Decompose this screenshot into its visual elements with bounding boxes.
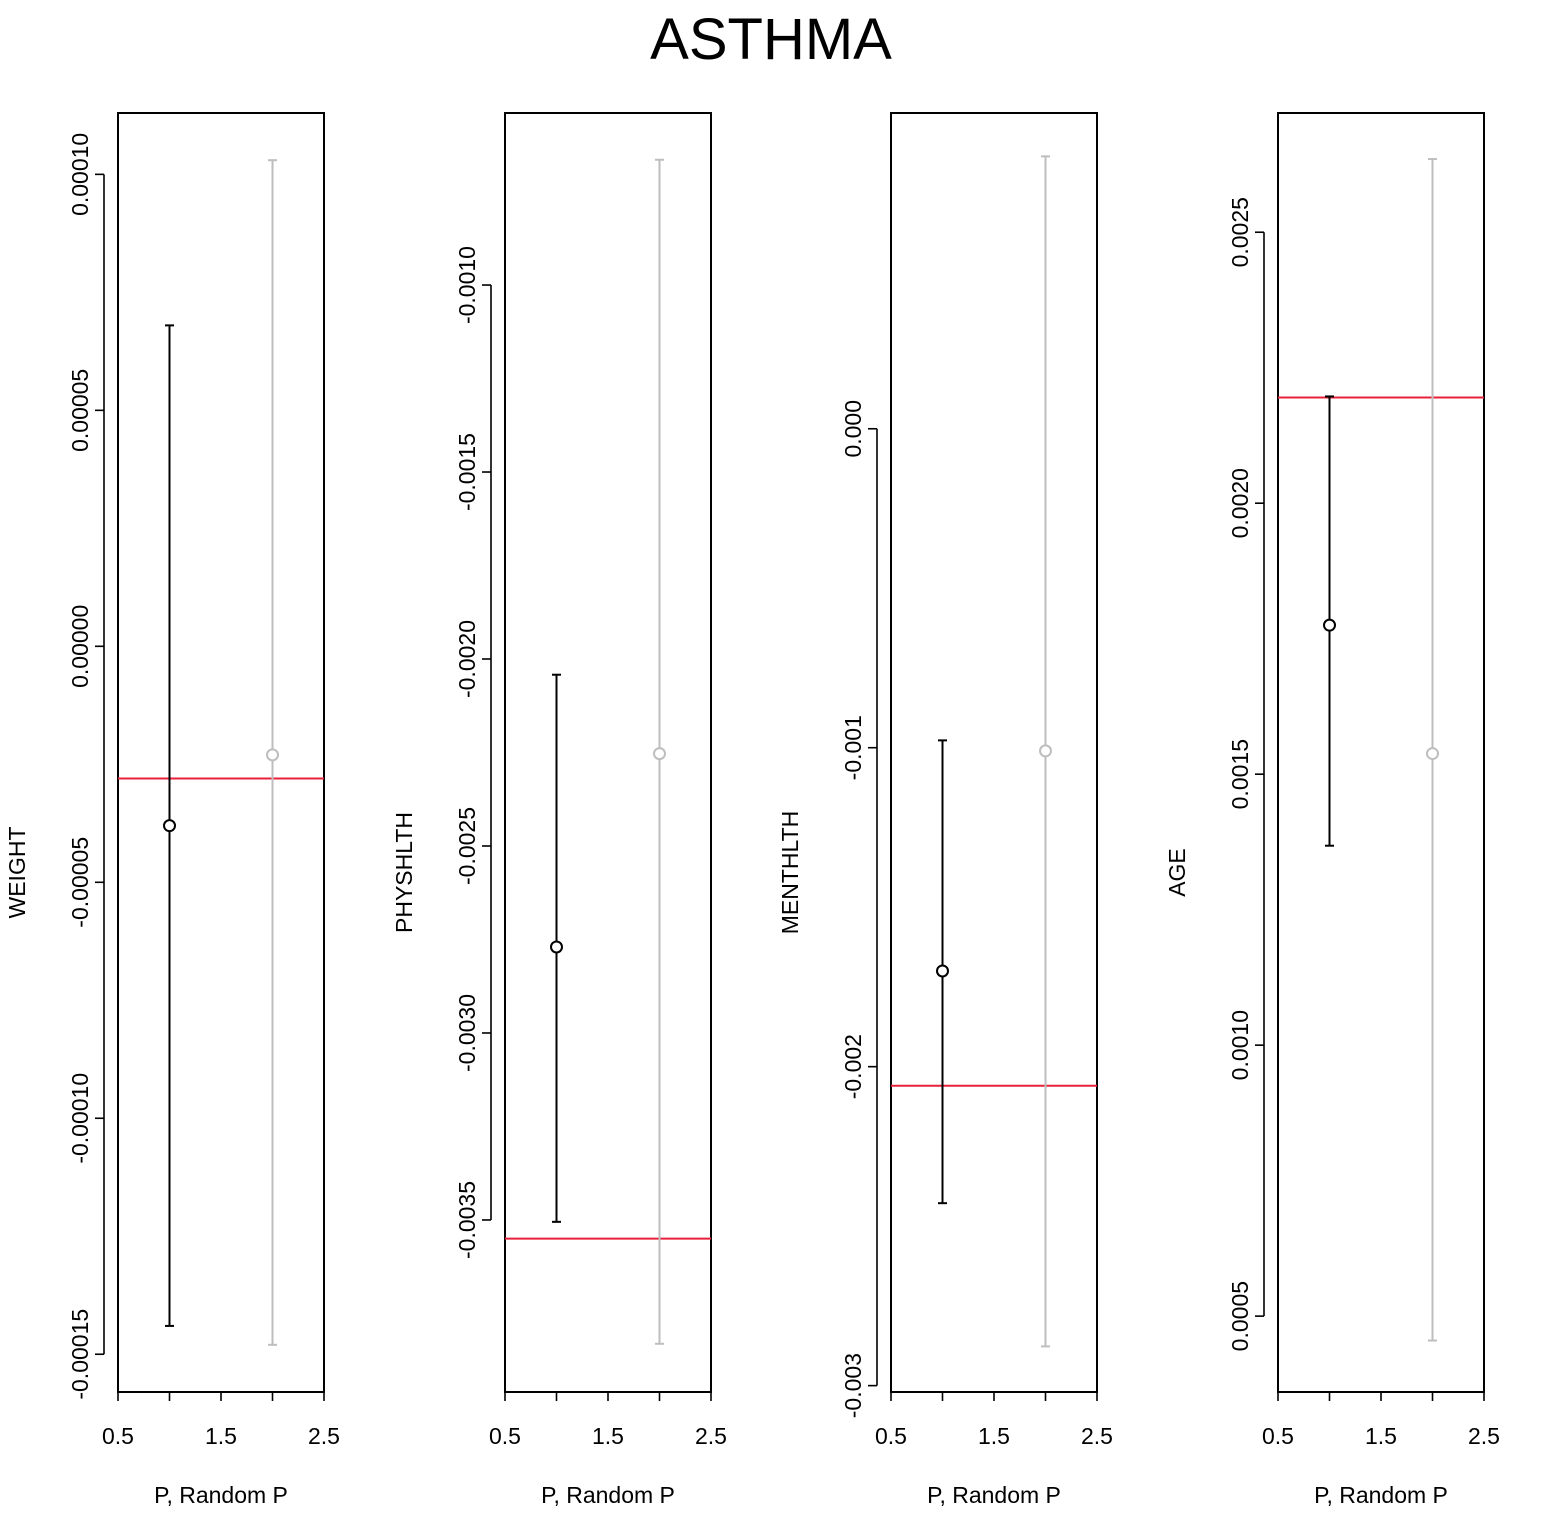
y-tick-label: -0.002 <box>840 1034 866 1099</box>
series-1 <box>1323 395 1336 847</box>
y-tick-label: 0.000 <box>840 400 866 458</box>
data-point <box>266 748 279 762</box>
x-tick-label: 2.5 <box>308 1423 340 1449</box>
series-1 <box>936 739 949 1205</box>
y-tick-label: 0.0015 <box>1227 739 1253 809</box>
y-tick-label: -0.00010 <box>67 1073 93 1164</box>
y-tick-label: -0.00015 <box>67 1309 93 1400</box>
y-axis-title: AGE <box>1164 848 1190 897</box>
x-tick-label: 2.5 <box>1081 1423 1113 1449</box>
x-tick-label: 1.5 <box>978 1423 1010 1449</box>
y-tick-label: 0.0005 <box>1227 1281 1253 1351</box>
y-tick-label: -0.0025 <box>454 807 480 885</box>
x-axis-title: P, Random P <box>541 1482 675 1508</box>
y-axis-title: PHYSHLTH <box>391 812 417 933</box>
x-tick-label: 1.5 <box>1365 1423 1397 1449</box>
plot-frame <box>890 112 1098 1393</box>
x-tick-label: 0.5 <box>102 1423 134 1449</box>
y-axis-title: MENTHLTH <box>777 811 803 935</box>
x-axis-title: P, Random P <box>154 1482 288 1508</box>
y-tick-label: 0.00005 <box>67 369 93 452</box>
series-2 <box>1426 158 1439 1342</box>
page-title: ASTHMA <box>650 7 892 72</box>
series-1 <box>163 324 176 1327</box>
series-1 <box>550 673 563 1223</box>
x-axis-title: P, Random P <box>1314 1482 1448 1508</box>
y-tick-label: -0.0030 <box>454 994 480 1072</box>
y-tick-label: 0.0020 <box>1227 468 1253 538</box>
x-tick-label: 0.5 <box>489 1423 521 1449</box>
panel-1: 0.00010 0.00005 0.00000 -0.00005 -0.00010 -0.… <box>4 112 340 1508</box>
y-tick-label: -0.0035 <box>454 1181 480 1259</box>
data-point <box>1426 747 1439 761</box>
y-tick-label: 0.00000 <box>67 605 93 688</box>
data-point <box>936 964 949 978</box>
x-tick-label: 1.5 <box>592 1423 624 1449</box>
data-point <box>1323 618 1336 632</box>
y-axis-title: WEIGHT <box>4 827 30 919</box>
series-2 <box>266 159 279 1346</box>
y-tick-label: -0.003 <box>840 1353 866 1418</box>
x-tick-label: 0.5 <box>875 1423 907 1449</box>
data-point <box>653 747 666 761</box>
data-point <box>1039 744 1052 758</box>
x-tick-label: 1.5 <box>205 1423 237 1449</box>
y-tick-label: 0.0025 <box>1227 197 1253 267</box>
plot-frame <box>504 112 712 1393</box>
panel-2: -0.0010 -0.0015 -0.0020 -0.0025 -0.0030 -0.00… <box>391 112 727 1508</box>
series-2 <box>653 158 666 1345</box>
x-tick-label: 2.5 <box>695 1423 727 1449</box>
data-point <box>163 819 176 833</box>
series-2 <box>1039 155 1052 1348</box>
y-tick-label: -0.0010 <box>454 246 480 324</box>
y-tick-label: -0.00005 <box>67 837 93 928</box>
plot-frame <box>1277 112 1485 1393</box>
panel-4: 0.0025 0.0020 0.0015 0.0010 0.0005 AGE 0.5 1.5 2… <box>1164 112 1500 1508</box>
y-tick-label: -0.0020 <box>454 620 480 698</box>
y-tick-label: 0.00010 <box>67 133 93 216</box>
data-point <box>550 940 563 954</box>
y-tick-label: -0.0015 <box>454 433 480 511</box>
x-tick-label: 2.5 <box>1468 1423 1500 1449</box>
y-tick-label: -0.001 <box>840 715 866 780</box>
panel-3: 0.000 -0.001 -0.002 -0.003 MENTHLTH 0.5 1.5 2.5… <box>777 112 1113 1508</box>
y-tick-label: 0.0010 <box>1227 1010 1253 1080</box>
plot-frame <box>117 112 325 1393</box>
x-tick-label: 0.5 <box>1262 1423 1294 1449</box>
x-axis-title: P, Random P <box>927 1482 1061 1508</box>
